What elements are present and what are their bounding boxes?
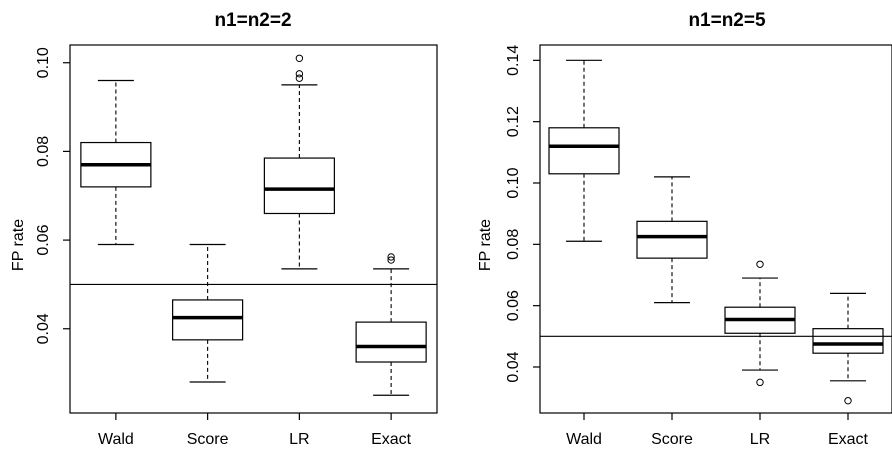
chart-title: n1=n2=2 — [214, 10, 291, 31]
outlier-point — [295, 54, 304, 63]
outlier-point — [387, 253, 395, 261]
y-tick-label: 0.08 — [505, 229, 522, 260]
y-tick-label: 0.06 — [35, 224, 52, 255]
x-tick-label: Wald — [566, 431, 602, 448]
y-tick-label: 0.10 — [505, 167, 522, 198]
plot-frame — [69, 44, 438, 414]
outlier-point — [756, 260, 764, 268]
y-axis-label: FP rate — [10, 219, 27, 271]
chart-title: n1=n2=5 — [688, 10, 766, 31]
y-tick-label: 0.14 — [505, 45, 522, 76]
iqr-box — [263, 157, 335, 215]
panel-2: n1=n2=5 FP rate 0.04 0.06 0.08 0.10 0.12 0.14 Wa… — [477, 10, 892, 448]
box-lr — [263, 54, 335, 270]
box-score — [172, 243, 244, 383]
x-tick-label: LR — [750, 431, 770, 448]
outlier-point — [844, 397, 852, 405]
y-tick-label: 0.06 — [505, 290, 522, 321]
box-score — [636, 176, 708, 304]
outlier-point — [756, 378, 764, 387]
y-tick-label: 0.08 — [35, 136, 52, 167]
outlier-point — [387, 256, 395, 264]
outlier-point — [295, 74, 304, 82]
box-exact — [355, 253, 427, 396]
x-tick-label: Wald — [98, 431, 134, 448]
x-tick-label: Exact — [371, 431, 412, 448]
x-tick-label: Score — [651, 431, 693, 448]
x-tick-label: Exact — [828, 431, 869, 448]
outlier-point — [295, 70, 304, 78]
box-wald — [80, 79, 152, 246]
x-tick-label: LR — [289, 431, 309, 448]
panel-1: n1=n2=2 FP rate 0.04 0.06 0.08 0.10 Wald Score L… — [10, 10, 438, 448]
y-tick-label: 0.04 — [35, 313, 52, 344]
iqr-box — [812, 328, 884, 354]
iqr-box — [636, 220, 708, 259]
iqr-box — [355, 321, 427, 363]
x-tick-label: Score — [187, 431, 229, 448]
y-axis-label: FP rate — [477, 219, 494, 271]
box-lr — [724, 260, 796, 387]
iqr-box — [548, 127, 620, 175]
y-tick-label: 0.12 — [505, 106, 522, 137]
box-wald — [548, 59, 620, 242]
iqr-box — [172, 299, 244, 341]
y-tick-label: 0.10 — [35, 47, 52, 78]
y-tick-label: 0.04 — [505, 351, 522, 382]
plot-frame — [539, 44, 892, 414]
box-exact — [812, 292, 884, 405]
